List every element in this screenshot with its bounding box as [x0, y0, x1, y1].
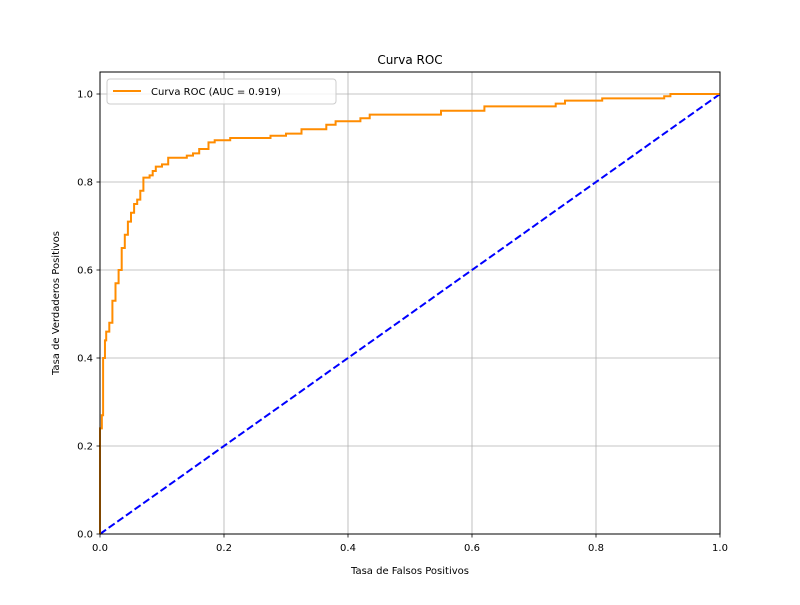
y-tick-label: 1.0: [77, 90, 93, 101]
x-tick-label: 1.0: [712, 543, 728, 554]
series-layer: [99, 93, 721, 535]
chart-title: Curva ROC: [377, 53, 442, 67]
y-tick-label: 0.0: [77, 530, 93, 541]
ticks: 0.0 0.2 0.4 0.6 0.8 1.0 0.0 0.2 0.4 0.6 0.8 1.0: [77, 90, 728, 555]
y-tick-label: 0.2: [77, 442, 93, 453]
legend-label-roc: Curva ROC (AUC = 0.919): [151, 87, 281, 98]
y-tick-label: 0.8: [77, 178, 93, 189]
legend-box: [106, 78, 337, 105]
y-tick-label: 0.4: [77, 354, 93, 365]
plot-frame: [99, 71, 721, 535]
x-axis-label: Tasa de Falsos Positivos: [350, 566, 469, 577]
y-axis-label: Tasa de Verdaderos Positivos: [51, 231, 62, 376]
plot-area: [100, 72, 720, 534]
x-tick-label: 0.4: [340, 543, 356, 554]
y-tick-label: 0.6: [77, 266, 93, 277]
grid: [99, 72, 721, 535]
x-tick-label: 0.6: [464, 543, 480, 554]
x-tick-label: 0.2: [216, 543, 232, 554]
x-tick-label: 0.0: [92, 543, 108, 554]
x-tick-label: 0.8: [588, 543, 604, 554]
legend: Curva ROC (AUC = 0.919): [106, 78, 337, 105]
roc-curve-line: [99, 93, 720, 534]
